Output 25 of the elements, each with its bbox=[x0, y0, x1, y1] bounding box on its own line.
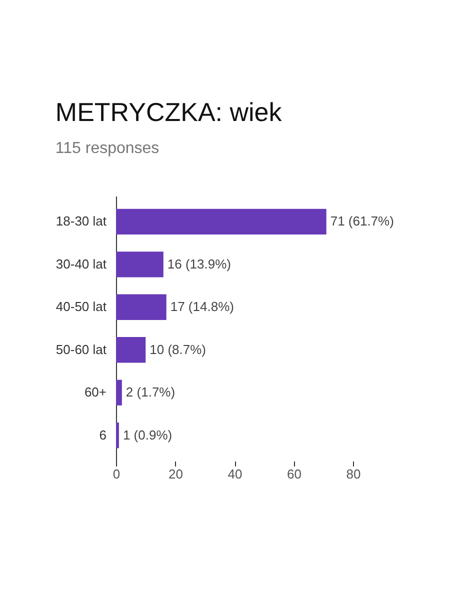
x-tick-label: 0 bbox=[112, 466, 120, 482]
data-label: 10 (8.7%) bbox=[150, 342, 206, 357]
y-tick-label: 40-50 lat bbox=[56, 299, 107, 314]
data-label: 71 (61.7%) bbox=[330, 214, 394, 229]
bar bbox=[116, 208, 326, 234]
y-tick-label: 6 bbox=[99, 427, 106, 442]
x-tick-label: 40 bbox=[228, 466, 242, 482]
x-tick-label: 80 bbox=[346, 466, 361, 482]
data-label: 2 (1.7%) bbox=[126, 384, 176, 400]
bar bbox=[116, 337, 146, 363]
y-tick-label: 18-30 lat bbox=[56, 214, 107, 229]
data-label: 17 (14.8%) bbox=[170, 299, 234, 314]
bar bbox=[116, 252, 164, 278]
data-label: 16 (13.9%) bbox=[167, 256, 231, 272]
chart-subtitle: 115 responses bbox=[55, 140, 160, 157]
bar bbox=[116, 380, 122, 406]
y-tick-label: 30-40 lat bbox=[56, 256, 107, 272]
bar bbox=[116, 422, 119, 448]
x-tick-label: 20 bbox=[168, 466, 183, 482]
x-tick-label: 60 bbox=[287, 466, 302, 482]
y-tick-label: 50-60 lat bbox=[56, 342, 107, 357]
data-label: 1 (0.9%) bbox=[122, 427, 172, 442]
bar bbox=[116, 294, 166, 320]
chart-title: METRYCZKA: wiek bbox=[55, 97, 283, 127]
y-tick-label: 60+ bbox=[84, 384, 106, 400]
